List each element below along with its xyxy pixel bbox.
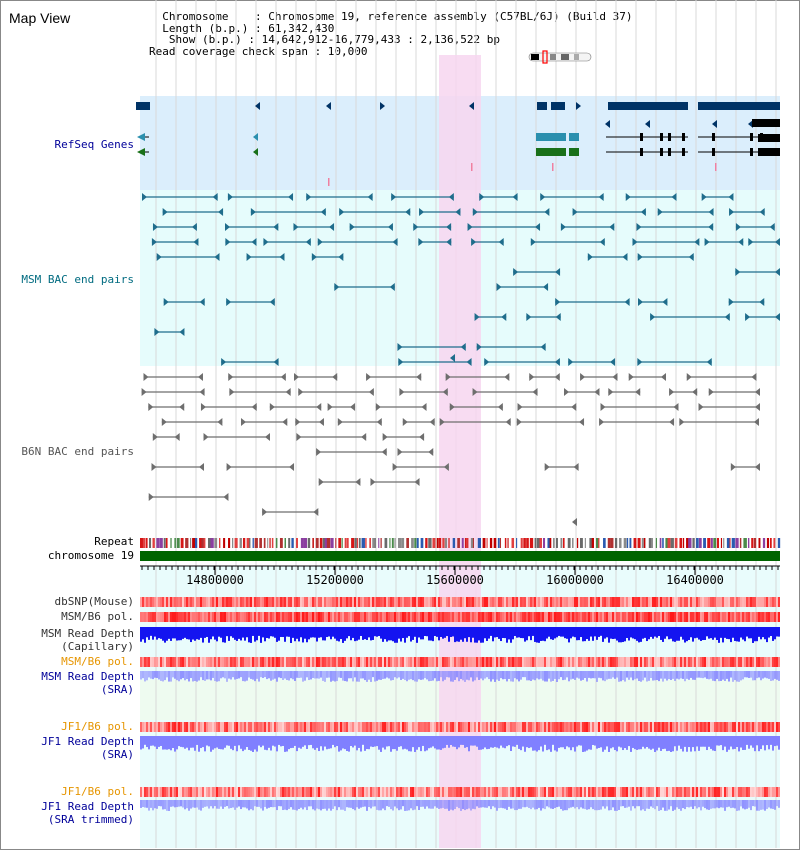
exon-block [569,148,579,156]
gene-arrow [645,120,650,128]
snp-mark [552,163,554,171]
transcript-arrow [137,148,145,156]
track-label-msm-depth-capillary[interactable]: MSM Read Depth (Capillary) [41,627,134,653]
track-label-jf1-depth-sra[interactable]: JF1 Read Depth (SRA) [41,735,134,761]
page-title: Map View [9,10,71,26]
snp-mark [471,163,473,171]
gene-block [758,134,780,142]
position-axis: 14800000 15200000 15600000 16000000 16400000 [140,565,780,587]
exon-block [536,133,566,141]
axis-tick-label: 15200000 [306,573,364,587]
selected-region-highlight[interactable] [439,55,481,848]
gene-block [537,102,547,110]
chromosome-info: Chromosome : Chromosome 19, reference as… [149,11,632,57]
gene-block [698,102,780,110]
gene-block [136,102,150,110]
exon-block [569,133,579,141]
feature-tracks[interactable] [136,102,781,811]
track-label-b6n-bac[interactable]: B6N BAC end pairs [21,445,134,458]
gene-block [608,102,688,110]
chromosome-ideogram[interactable] [528,50,592,64]
b6n-bac-pair [572,518,577,526]
axis-tick-label: 16000000 [546,573,604,587]
gene-arrow [469,102,474,110]
gene-arrow [380,102,385,110]
info-read-coverage: Read coverage check span : 10,000 [149,44,368,58]
axis-tick-label: 16400000 [666,573,724,587]
track-label-refseq[interactable]: RefSeq Genes [54,138,134,151]
snp-mark [328,178,330,186]
chromosome-bar [140,551,780,561]
transcript-arrow [253,133,258,141]
track-label-jf1-depth-trimmed[interactable]: JF1 Read Depth (SRA trimmed) [41,800,134,826]
gene-block [752,119,780,127]
msm-bac-pair [450,354,455,362]
info-show-range: Show (b.p.) : 14,642,912-16,779,433 : 2,… [149,33,500,46]
track-label-msm-b6-pol[interactable]: MSM/B6 pol. [61,610,134,623]
transcript-arrow [253,148,258,156]
axis-tick-label: 15600000 [426,573,484,587]
track-label-chromosome[interactable]: chromosome 19 [47,549,134,562]
gene-arrow [255,102,260,110]
info-length: Length (b.p.) : 61,342,430 [149,21,335,35]
snp-mark [715,163,717,171]
gene-arrow [712,120,717,128]
track-label-jf1-pol[interactable]: JF1/B6 pol. [61,720,134,733]
gene-arrow [576,102,581,110]
exon-block [536,148,566,156]
gene-arrow [748,120,753,128]
track-label-msm-depth-sra[interactable]: MSM Read Depth (SRA) [41,670,134,696]
axis-tick-label: 14800000 [186,573,244,587]
transcript-arrow [137,133,145,141]
info-chromosome: Chromosome : Chromosome 19, reference as… [149,10,633,23]
track-label-msm-b6-pol-sra[interactable]: MSM/B6 pol. [61,655,134,668]
gene-arrow [326,102,331,110]
track-label-dbsnp[interactable]: dbSNP(Mouse) [54,595,134,608]
gene-arrow [605,120,610,128]
track-label-repeat[interactable]: Repeat [94,535,134,548]
gene-block [551,102,565,110]
track-label-jf1-pol-2[interactable]: JF1/B6 pol. [61,785,134,798]
gene-block [758,148,780,156]
track-label-msm-bac[interactable]: MSM BAC end pairs [21,273,134,286]
